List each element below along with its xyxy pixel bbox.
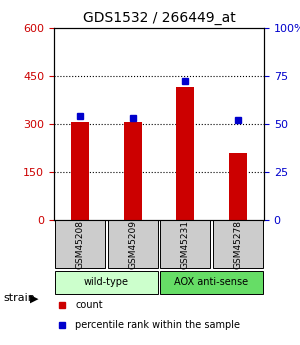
Text: GSM45231: GSM45231 xyxy=(181,220,190,269)
Text: strain: strain xyxy=(3,294,35,303)
Text: GSM45209: GSM45209 xyxy=(128,220,137,269)
Text: GSM45208: GSM45208 xyxy=(76,220,85,269)
Bar xyxy=(124,122,142,220)
FancyBboxPatch shape xyxy=(160,270,263,294)
Text: count: count xyxy=(75,300,103,310)
FancyBboxPatch shape xyxy=(55,270,158,294)
Text: AOX anti-sense: AOX anti-sense xyxy=(174,277,249,287)
Bar xyxy=(71,122,89,220)
Text: wild-type: wild-type xyxy=(84,277,129,287)
Text: GSM45278: GSM45278 xyxy=(233,220,242,269)
Bar xyxy=(176,87,194,220)
FancyBboxPatch shape xyxy=(108,220,158,268)
FancyBboxPatch shape xyxy=(212,220,263,268)
Text: ▶: ▶ xyxy=(30,294,38,303)
Bar xyxy=(229,153,247,220)
FancyBboxPatch shape xyxy=(160,220,210,268)
Title: GDS1532 / 266449_at: GDS1532 / 266449_at xyxy=(82,11,236,25)
Text: percentile rank within the sample: percentile rank within the sample xyxy=(75,320,240,330)
FancyBboxPatch shape xyxy=(55,220,106,268)
